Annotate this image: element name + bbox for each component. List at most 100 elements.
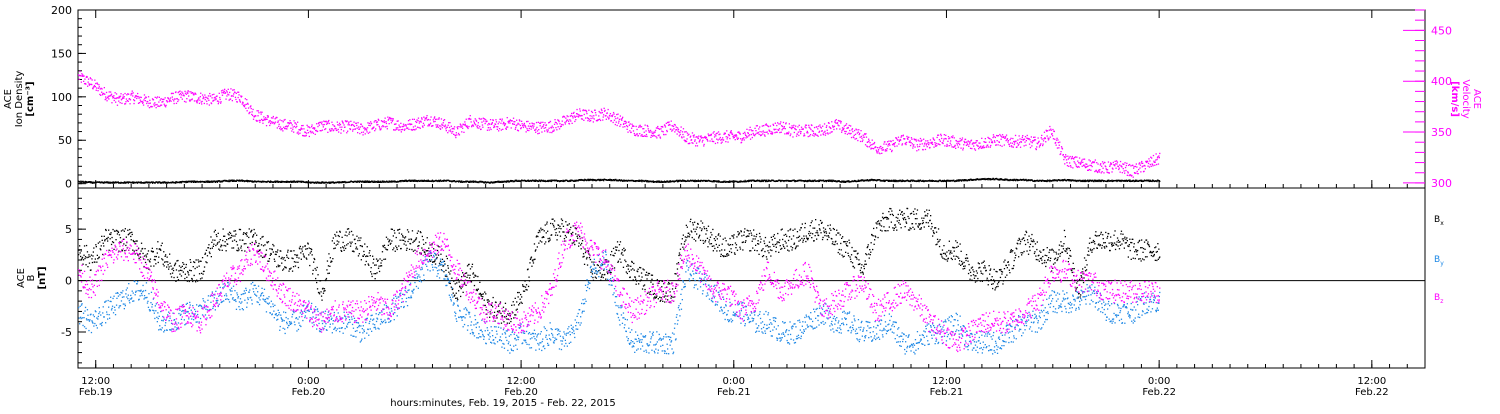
velocity-point bbox=[1052, 129, 1053, 130]
velocity-point bbox=[574, 115, 575, 116]
velocity-point bbox=[197, 100, 198, 101]
velocity-point bbox=[449, 122, 450, 123]
velocity-point bbox=[470, 119, 471, 120]
velocity-point bbox=[1141, 162, 1142, 163]
velocity-point bbox=[698, 136, 699, 137]
velocity-point bbox=[655, 136, 656, 137]
velocity-point bbox=[750, 127, 751, 128]
velocity-point bbox=[894, 146, 895, 147]
velocity-point bbox=[780, 123, 781, 124]
velocity-point bbox=[182, 99, 183, 100]
velocity-point bbox=[1156, 153, 1157, 154]
velocity-point bbox=[877, 152, 878, 153]
velocity-point bbox=[1001, 139, 1002, 140]
velocity-point bbox=[516, 120, 517, 121]
velocity-point bbox=[966, 145, 967, 146]
velocity-point bbox=[963, 148, 964, 149]
velocity-point bbox=[457, 128, 458, 129]
velocity-point bbox=[1060, 151, 1061, 152]
velocity-point bbox=[819, 124, 820, 125]
velocity-point bbox=[442, 127, 443, 128]
velocity-point bbox=[946, 138, 947, 139]
velocity-point bbox=[989, 138, 990, 139]
density-point bbox=[229, 180, 230, 181]
velocity-point bbox=[332, 124, 333, 125]
velocity-point bbox=[400, 126, 401, 127]
velocity-point bbox=[373, 127, 374, 128]
velocity-point bbox=[608, 117, 609, 118]
velocity-point bbox=[947, 145, 948, 146]
velocity-point bbox=[513, 118, 514, 119]
velocity-point bbox=[204, 103, 205, 104]
velocity-point bbox=[529, 123, 530, 124]
velocity-point bbox=[540, 125, 541, 126]
velocity-point bbox=[553, 127, 554, 128]
velocity-point bbox=[310, 131, 311, 132]
velocity-point bbox=[727, 137, 728, 138]
velocity-point bbox=[197, 102, 198, 103]
velocity-point bbox=[321, 130, 322, 131]
velocity-point bbox=[765, 132, 766, 133]
velocity-point bbox=[741, 142, 742, 143]
velocity-point bbox=[622, 117, 623, 118]
velocity-point bbox=[155, 104, 156, 105]
velocity-point bbox=[547, 131, 548, 132]
velocity-point bbox=[999, 134, 1000, 135]
velocity-point bbox=[115, 102, 116, 103]
velocity-point bbox=[518, 124, 519, 125]
velocity-point bbox=[398, 125, 399, 126]
velocity-point bbox=[916, 140, 917, 141]
velocity-point bbox=[572, 123, 573, 124]
velocity-point bbox=[794, 132, 795, 133]
velocity-point bbox=[326, 121, 327, 122]
velocity-point bbox=[559, 128, 560, 129]
velocity-point bbox=[430, 116, 431, 117]
velocity-point bbox=[867, 146, 868, 147]
velocity-point bbox=[359, 133, 360, 134]
velocity-point bbox=[884, 141, 885, 142]
velocity-point bbox=[607, 112, 608, 113]
velocity-point bbox=[429, 125, 430, 126]
velocity-point bbox=[1097, 163, 1098, 164]
velocity-point bbox=[79, 71, 80, 72]
velocity-point bbox=[808, 136, 809, 137]
velocity-point bbox=[149, 100, 150, 101]
velocity-point bbox=[1084, 159, 1085, 160]
velocity-point bbox=[747, 136, 748, 137]
velocity-point bbox=[451, 126, 452, 127]
velocity-point bbox=[1088, 165, 1089, 166]
velocity-point bbox=[744, 139, 745, 140]
velocity-point bbox=[356, 125, 357, 126]
velocity-point bbox=[1047, 135, 1048, 136]
velocity-point bbox=[1069, 157, 1070, 158]
velocity-point bbox=[232, 100, 233, 101]
velocity-point bbox=[1068, 166, 1069, 167]
velocity-point bbox=[426, 117, 427, 118]
velocity-point bbox=[485, 123, 486, 124]
velocity-point bbox=[545, 127, 546, 128]
velocity-point bbox=[1045, 141, 1046, 142]
velocity-point bbox=[486, 121, 487, 122]
velocity-point bbox=[799, 125, 800, 126]
velocity-point bbox=[834, 126, 835, 127]
velocity-point bbox=[1020, 147, 1021, 148]
velocity-point bbox=[869, 140, 870, 141]
velocity-point bbox=[307, 130, 308, 131]
velocity-point bbox=[598, 119, 599, 120]
velocity-point bbox=[590, 115, 591, 116]
velocity-point bbox=[415, 125, 416, 126]
velocity-point bbox=[1042, 139, 1043, 140]
velocity-point bbox=[108, 96, 109, 97]
velocity-point bbox=[711, 138, 712, 139]
velocity-point bbox=[750, 139, 751, 140]
velocity-point bbox=[745, 137, 746, 138]
density-point bbox=[603, 180, 604, 181]
velocity-point bbox=[148, 103, 149, 104]
velocity-point bbox=[155, 97, 156, 98]
velocity-point bbox=[1118, 169, 1119, 170]
velocity-point bbox=[291, 123, 292, 124]
velocity-point bbox=[1135, 166, 1136, 167]
velocity-point bbox=[1105, 166, 1106, 167]
velocity-point bbox=[667, 131, 668, 132]
